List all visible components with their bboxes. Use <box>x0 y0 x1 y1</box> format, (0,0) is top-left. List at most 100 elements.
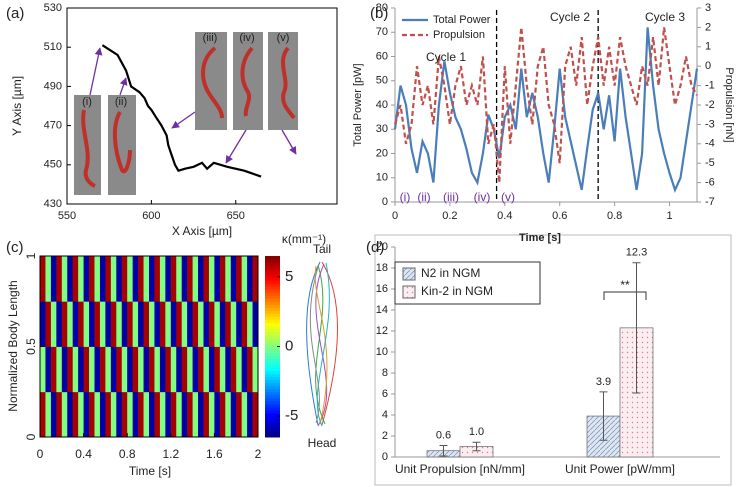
x-tick-label: 550 <box>58 210 76 222</box>
heatmap-cell <box>198 301 204 347</box>
value-label: 3.9 <box>596 376 611 388</box>
panel-label: (c) <box>6 239 24 256</box>
heatmap-cell <box>83 391 90 438</box>
heatmap-cell <box>230 301 237 347</box>
x-axis-label: Time [s] <box>519 232 561 244</box>
y-tick-label: 510 <box>44 41 62 53</box>
arrow <box>171 111 196 129</box>
y-tick-label: 16 <box>376 283 388 295</box>
heatmap-cell <box>187 391 193 438</box>
worm <box>81 109 96 188</box>
heatmap-cell <box>56 346 63 393</box>
colorbar-step <box>265 274 280 278</box>
y2-tick-label: -1 <box>705 80 715 92</box>
y-tick-label: 40 <box>376 99 388 111</box>
error-bar <box>439 444 448 457</box>
heatmap-cell <box>176 391 183 438</box>
y2-tick-label: -5 <box>705 157 715 169</box>
legend-box <box>394 261 541 305</box>
heatmap-cell <box>83 256 90 302</box>
heatmap-cell <box>105 256 112 302</box>
colorbar-step <box>265 400 280 405</box>
heatmap-cell <box>181 346 188 393</box>
colorbar-tick-label: 0 <box>285 337 293 354</box>
heatmap-cell <box>149 301 155 347</box>
colorbar-step <box>265 307 280 311</box>
y2-axis-label: Propulsion [nN] <box>723 67 735 142</box>
x-tick-label: 600 <box>142 210 160 222</box>
x-tick-label: 0 <box>392 210 398 222</box>
series-line <box>393 27 699 193</box>
colorbar-step <box>265 319 280 323</box>
heatmap-cell <box>149 346 155 393</box>
heatmap-cell <box>121 391 128 438</box>
significance-bracket <box>603 291 647 300</box>
colorbar-step <box>265 424 280 429</box>
panel-frame <box>374 234 732 486</box>
inset-image <box>108 95 136 195</box>
y2-tick-label: -7 <box>705 196 715 208</box>
heatmap-cell <box>78 346 84 393</box>
heatmap-cell <box>236 391 243 438</box>
heatmap-cell <box>165 301 172 347</box>
colorbar-step <box>265 271 280 275</box>
worm <box>240 46 254 117</box>
heatmap-cell <box>89 346 95 393</box>
colorbar-step <box>265 337 280 341</box>
heatmap-cell <box>187 256 193 302</box>
phase-label: (iv) <box>474 190 491 204</box>
y-tick-label: 4 <box>382 409 388 421</box>
heatmap-cell <box>45 346 52 393</box>
y-tick-label: 0 <box>382 451 388 463</box>
heatmap-cell <box>214 346 221 393</box>
heatmap-cell <box>208 301 215 347</box>
heatmap-cell <box>203 301 210 347</box>
heatmap-cell <box>99 301 106 347</box>
y-tick-label: 470 <box>44 120 62 132</box>
colorbar-step <box>265 313 280 317</box>
y-tick-label: 0 <box>24 433 38 440</box>
heatmap-cell <box>143 391 150 438</box>
worm <box>113 110 132 174</box>
colorbar-step <box>265 370 280 375</box>
y2-tick-label: -4 <box>705 138 715 150</box>
heatmap-cell <box>132 346 139 393</box>
heatmap-cell <box>89 256 95 302</box>
heatmap-cell <box>154 256 161 302</box>
heatmap-cell <box>159 346 166 393</box>
heatmap-cell <box>105 346 112 393</box>
colorbar-step <box>265 325 280 329</box>
heatmap-cell <box>241 391 248 438</box>
heatmap-cell <box>159 391 166 438</box>
colorbar-step <box>265 391 280 396</box>
cycle-label: Cycle 2 <box>550 10 590 24</box>
y2-tick-label: 3 <box>705 2 711 14</box>
x-tick-label: 2 <box>255 447 262 461</box>
heatmap-cell <box>121 346 128 393</box>
heatmap-cell <box>72 391 79 438</box>
y-tick-label: 430 <box>44 198 62 210</box>
y-tick-label: 70 <box>376 26 388 38</box>
arrow <box>119 77 128 96</box>
inset-image <box>233 32 263 130</box>
x-tick-label: 1.6 <box>206 447 223 461</box>
y-axis-label: Normalized Body Length <box>6 280 20 411</box>
legend-label: N2 in NGM <box>421 266 480 280</box>
heatmap-cell <box>127 301 134 347</box>
colorbar-step <box>265 409 280 414</box>
colorbar-step <box>265 349 280 354</box>
heatmap-cell <box>132 391 139 438</box>
heatmap-cell <box>105 391 112 438</box>
heatmap-cell <box>236 256 243 302</box>
heatmap-cell <box>170 346 177 393</box>
x-tick-label: 1 <box>666 210 672 222</box>
colorbar-step <box>265 292 280 296</box>
colorbar-step <box>265 304 280 308</box>
arrow <box>89 47 103 96</box>
heatmap-cell <box>45 301 52 347</box>
y-tick-label: 1 <box>24 252 38 259</box>
heatmap-cell <box>116 391 123 438</box>
heatmap-cell <box>219 301 226 347</box>
y2-tick-label: 1 <box>705 41 711 53</box>
